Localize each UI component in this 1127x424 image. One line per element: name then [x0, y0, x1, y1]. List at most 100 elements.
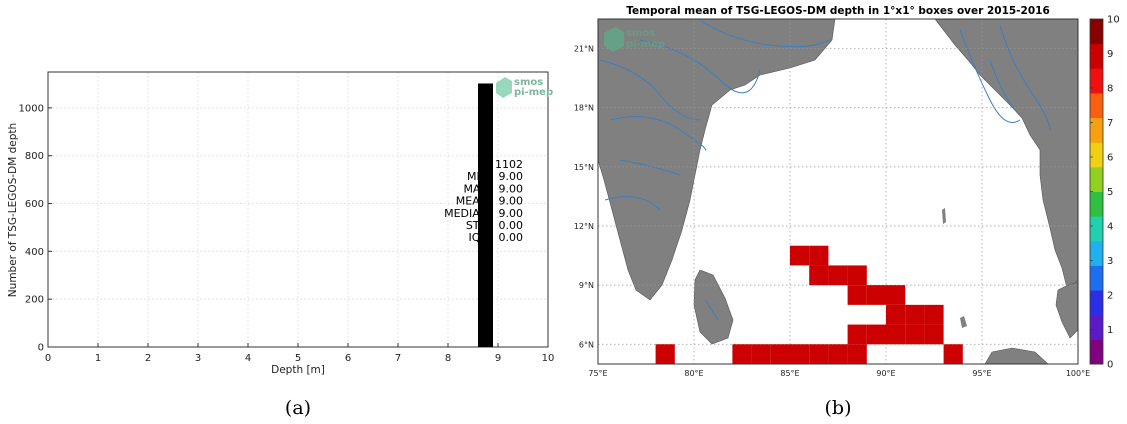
- logo-line-2: pi-mep: [514, 87, 553, 98]
- map-cell: [655, 344, 675, 364]
- x-tick-label: 2: [145, 353, 151, 364]
- map-cell: [847, 265, 867, 286]
- map-cell: [886, 285, 906, 305]
- lon-tick-label: 80°E: [684, 369, 703, 378]
- stat-label: MIN: [467, 170, 488, 183]
- y-tick-label: 800: [25, 151, 44, 162]
- colorbar-segment: [1090, 191, 1103, 217]
- lon-tick-label: 100°E: [1066, 369, 1090, 378]
- smos-logo-map-icon: [604, 27, 624, 52]
- logo-line-1: smos: [514, 77, 543, 88]
- map-lat-ticks: 6°N 9°N 12°N 15°N 18°N 21°N: [574, 45, 594, 350]
- smos-logo-map: smos pi-mep: [604, 27, 665, 52]
- stat-value: 0.00: [499, 219, 524, 232]
- stat-label: N: [480, 158, 488, 171]
- map-cell: [770, 344, 790, 364]
- map-cell: [905, 304, 925, 325]
- y-tick-label: 0: [38, 343, 44, 354]
- histogram-x-ticks: 0 1 2 3 4 5 6 7 8 9 10: [45, 343, 555, 364]
- colorbar-tick-label: 9: [1107, 49, 1113, 60]
- map-cell: [732, 344, 752, 364]
- map-cell: [886, 324, 906, 345]
- map-cell: [847, 324, 867, 345]
- lat-tick-label: 15°N: [574, 163, 594, 172]
- colorbar-tick-label: 2: [1107, 291, 1113, 302]
- x-tick-label: 3: [195, 353, 201, 364]
- stat-value: 9.00: [499, 195, 524, 208]
- colorbar-segment: [1090, 314, 1103, 340]
- lat-tick-label: 9°N: [579, 281, 594, 290]
- map-cell: [866, 324, 886, 345]
- logo-map-line-1: smos: [626, 28, 655, 39]
- colorbar-tick-label: 1: [1107, 325, 1113, 336]
- map-cell: [751, 344, 771, 364]
- map-cell: [809, 344, 829, 364]
- lat-tick-label: 6°N: [579, 340, 594, 349]
- x-tick-label: 4: [245, 353, 251, 364]
- map-cell: [924, 304, 944, 325]
- map-cell: [847, 285, 867, 305]
- map-cells: [655, 245, 963, 364]
- map-title: Temporal mean of TSG-LEGOS-DM depth in 1…: [626, 5, 1050, 17]
- colorbar-tick-label: 10: [1107, 15, 1120, 26]
- colorbar-segment: [1090, 142, 1103, 168]
- histogram-x-axis-label: Depth [m]: [271, 364, 325, 376]
- colorbar-segment: [1090, 117, 1103, 143]
- histogram-bar: [478, 83, 493, 347]
- x-tick-label: 8: [445, 353, 451, 364]
- rivers: [599, 19, 1051, 321]
- land-thai-peninsula: [1055, 281, 1078, 339]
- y-tick-label: 1000: [19, 103, 44, 114]
- colorbar-tick-label: 3: [1107, 256, 1113, 267]
- colorbar-tick-label: 7: [1107, 118, 1113, 129]
- stat-label: MEDIAN: [444, 207, 488, 220]
- colorbar-segment: [1090, 19, 1103, 45]
- colorbar-tick-label: 4: [1107, 222, 1113, 233]
- x-tick-label: 1: [95, 353, 101, 364]
- map-frame: [597, 18, 1079, 365]
- x-tick-label: 7: [395, 353, 401, 364]
- map-cell: [828, 344, 848, 364]
- stat-value: 1102: [495, 158, 523, 171]
- stat-value: 9.00: [499, 207, 524, 220]
- stat-value: 9.00: [499, 170, 524, 183]
- colorbar-segment: [1090, 240, 1103, 266]
- stat-label: MAX: [463, 182, 488, 195]
- histogram-bars: [478, 83, 493, 347]
- lat-tick-label: 12°N: [574, 222, 594, 231]
- histogram-y-ticks: 0 200 400 600 800 1000: [19, 103, 52, 354]
- colorbar-segment: [1090, 43, 1103, 69]
- histogram-y-axis-label: Number of TSG-LEGOS-DM depth: [7, 123, 19, 297]
- map-cell: [790, 344, 810, 364]
- colorbar-segment: [1090, 216, 1103, 242]
- lon-tick-label: 75°E: [588, 369, 607, 378]
- x-tick-label: 5: [295, 353, 301, 364]
- lat-tick-label: 18°N: [574, 104, 594, 113]
- x-tick-label: 10: [542, 353, 555, 364]
- stat-value: 0.00: [499, 231, 524, 244]
- colorbar-tick-label: 8: [1107, 84, 1113, 95]
- colorbar-tick-label: 6: [1107, 153, 1113, 164]
- map-panel: Temporal mean of TSG-LEGOS-DM depth in 1…: [574, 5, 1120, 419]
- map-cell: [847, 344, 867, 364]
- map-cell: [924, 324, 944, 345]
- land-india: [598, 19, 836, 301]
- lon-tick-label: 85°E: [780, 369, 799, 378]
- map-cell: [886, 304, 906, 325]
- caption-b: (b): [825, 397, 852, 419]
- map-cell: [790, 245, 810, 266]
- colorbar-segment: [1090, 92, 1103, 119]
- smos-logo: smos pi-mep: [496, 77, 553, 98]
- y-tick-label: 400: [25, 247, 44, 258]
- map-cell: [809, 265, 829, 286]
- map-cell: [866, 285, 886, 305]
- caption-a: (a): [285, 397, 311, 419]
- colorbar-tick-label: 0: [1107, 360, 1113, 371]
- map-cell: [828, 265, 848, 286]
- x-tick-label: 9: [495, 353, 501, 364]
- colorbar-tick-label: 5: [1107, 187, 1113, 198]
- logo-map-line-2: pi-mep: [626, 39, 665, 50]
- colorbar-segment: [1090, 166, 1103, 192]
- lon-tick-label: 95°E: [972, 369, 991, 378]
